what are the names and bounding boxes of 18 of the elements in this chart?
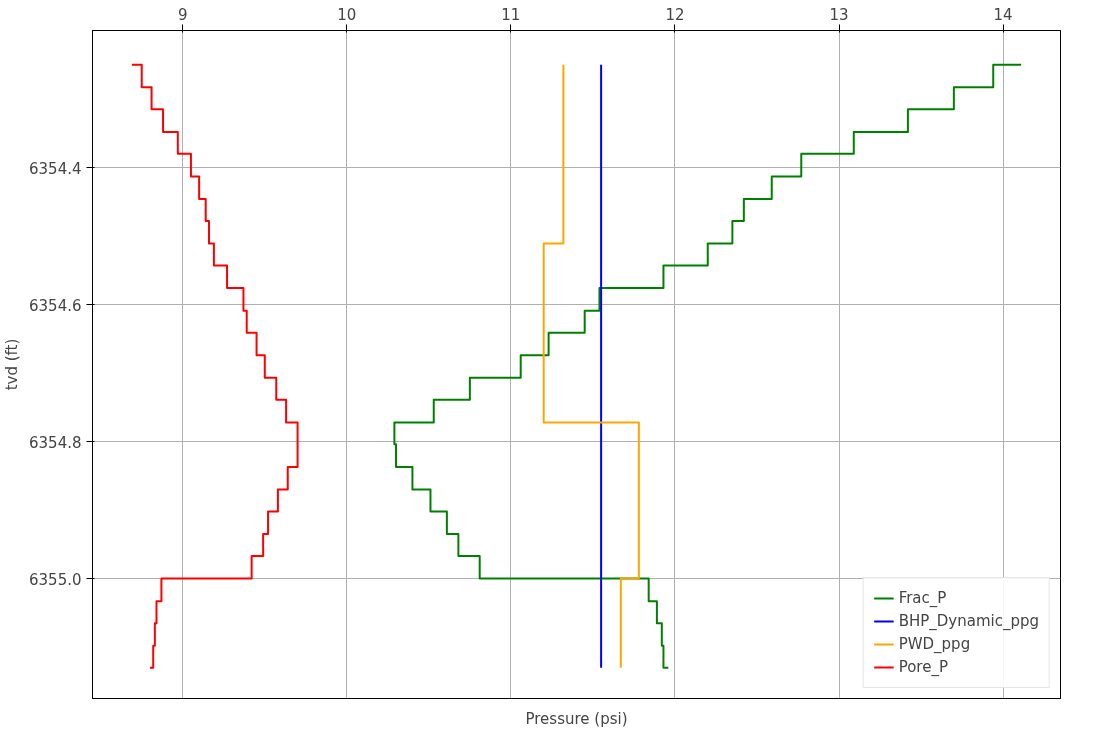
legend-label: Pore_P	[898, 658, 948, 676]
y-tick-label: 6355.0	[29, 570, 82, 589]
legend-label: Frac_P	[898, 589, 947, 607]
x-tick-label: 12	[665, 5, 685, 24]
x-axis-title: Pressure (psi)	[525, 709, 628, 728]
line-series	[542, 63, 640, 669]
x-tick-label: 9	[177, 5, 188, 24]
y-axis-title: tvd (ft)	[3, 338, 22, 391]
y-tick-label: 6354.4	[29, 159, 82, 178]
y-tick-label: 6354.6	[29, 296, 82, 315]
legend-label: BHP_Dynamic_ppg	[898, 612, 1039, 630]
x-tick-label: 13	[829, 5, 849, 24]
y-tick-label: 6354.8	[29, 433, 82, 452]
legend-label: PWD_ppg	[898, 635, 971, 653]
line-series	[130, 63, 299, 669]
x-tick-label: 11	[501, 5, 521, 24]
x-tick-label: 14	[993, 5, 1013, 24]
x-tick-label: 10	[337, 5, 357, 24]
